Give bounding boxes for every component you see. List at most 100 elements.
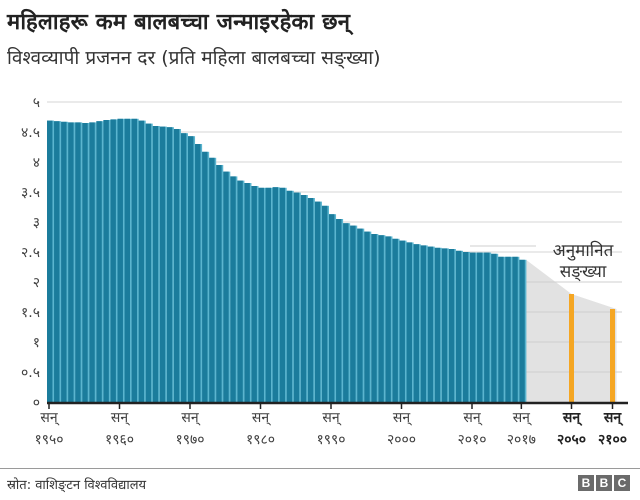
historical-bar: [350, 225, 356, 402]
x-tick-label-line-1: सन्: [562, 410, 583, 426]
x-tick-label-line-1: सन्: [393, 410, 412, 426]
footer-divider: [0, 468, 640, 469]
historical-bar: [434, 247, 441, 402]
historical-bar: [180, 133, 187, 402]
historical-bar: [223, 171, 229, 402]
historical-bar: [173, 129, 180, 402]
historical-bar: [145, 123, 152, 402]
historical-bar: [68, 122, 74, 403]
historical-bar: [392, 238, 398, 402]
x-tick-label-year: २०५०: [557, 432, 586, 448]
historical-bar: [441, 248, 448, 402]
bbc-logo-letter: B: [578, 475, 594, 491]
x-tick-label-year: १९८०: [246, 432, 275, 448]
historical-bar: [399, 240, 405, 402]
historical-bar: [364, 231, 370, 402]
historical-bar: [166, 127, 173, 402]
x-tick-label-year: २०००: [387, 432, 416, 448]
historical-bar: [152, 126, 159, 402]
historical-bar: [75, 122, 81, 403]
x-tick-label-line-1: सन्: [40, 410, 59, 426]
x-tick-label-line-1: सन्: [603, 410, 624, 426]
projection-annotation: अनुमानित सङ्ख्या: [470, 240, 614, 282]
y-tick-label: १: [33, 335, 40, 351]
historical-bar: [498, 256, 504, 402]
projection-bar: [610, 309, 615, 402]
historical-bar: [47, 120, 53, 402]
historical-bar: [484, 252, 490, 402]
historical-bar: [131, 118, 138, 403]
historical-bar: [195, 144, 201, 402]
y-tick-label: ४: [33, 155, 40, 171]
y-tick-label: १.५: [21, 305, 40, 321]
historical-bar: [307, 198, 314, 402]
historical-bar: [286, 190, 293, 402]
bbc-logo: B B C: [578, 475, 630, 491]
historical-bar: [188, 136, 194, 402]
historical-bar: [209, 157, 215, 402]
x-tick-label-year: २०१०: [457, 432, 486, 448]
historical-bar: [378, 235, 384, 402]
chart-subtitle: विश्वव्यापी प्रजनन दर (प्रति महिला बालबच…: [7, 47, 381, 69]
y-tick-label: ३.५: [21, 185, 40, 201]
historical-bar: [314, 201, 321, 402]
annotation-line-1: अनुमानित: [553, 240, 614, 261]
historical-bar: [371, 234, 377, 402]
historical-bar: [230, 176, 236, 402]
historical-bar: [329, 214, 335, 402]
x-axis: सन् १९५० सन् १९६० सन् १९७० सन् १९८० सन् १९९० सन् २०…: [34, 401, 628, 448]
y-tick-label: ५: [33, 95, 40, 111]
historical-bar: [413, 244, 420, 402]
y-tick-label: २.५: [21, 245, 40, 261]
historical-bar: [138, 120, 145, 402]
historical-bar: [455, 250, 462, 402]
historical-bar: [343, 223, 349, 402]
historical-bar: [159, 126, 166, 402]
annotation-line-2: सङ्ख्या: [560, 262, 607, 282]
historical-bar: [427, 246, 434, 402]
historical-bar: [462, 252, 469, 402]
historical-bar: [82, 123, 88, 402]
historical-bar: [448, 249, 455, 402]
historical-bars: [47, 118, 527, 403]
historical-bar: [272, 187, 279, 402]
historical-bar: [96, 121, 102, 402]
historical-bar: [61, 121, 67, 403]
historical-bar: [265, 187, 271, 402]
historical-bar: [470, 252, 476, 402]
y-tick-label: २: [33, 275, 40, 291]
y-axis: ० ०.५ १ १.५ २ २.५ ३ ३.५ ४ ४.५ ५: [21, 95, 40, 411]
x-tick-label-year: २०१७: [507, 432, 536, 448]
x-tick-label-year: १९९०: [316, 432, 345, 448]
historical-bar: [216, 165, 222, 402]
historical-bar: [491, 253, 497, 402]
bbc-logo-letter: B: [596, 475, 612, 491]
projection-bar: [569, 294, 574, 402]
historical-bar: [477, 252, 483, 402]
source-note: स्रोत: वाशिङ्टन विश्वविद्यालय: [7, 478, 147, 493]
projection-bars: [569, 294, 615, 402]
historical-bar: [124, 118, 130, 403]
x-tick-label-year: १९७०: [175, 432, 204, 448]
x-tick-label-year: १९६०: [105, 432, 134, 448]
historical-bar: [54, 121, 60, 402]
bbc-logo-letter: C: [614, 475, 630, 491]
historical-bar: [420, 245, 427, 402]
historical-bar: [505, 256, 511, 402]
historical-bar: [202, 151, 208, 402]
historical-bar: [336, 219, 342, 402]
historical-bar: [110, 119, 116, 403]
historical-bar: [103, 120, 109, 402]
historical-bar: [237, 180, 243, 402]
historical-bar: [406, 242, 412, 402]
historical-bar: [300, 195, 307, 402]
historical-bar: [519, 259, 525, 402]
historical-bar: [89, 122, 95, 403]
historical-bar: [385, 236, 391, 402]
chart-title: महिलाहरू कम बालबच्चा जन्माइरहेका छन्: [7, 10, 351, 35]
historical-bar: [258, 187, 264, 402]
historical-bar: [251, 186, 257, 402]
y-tick-label: ४.५: [21, 125, 40, 141]
historical-bar: [279, 187, 286, 402]
historical-bar: [117, 118, 123, 403]
